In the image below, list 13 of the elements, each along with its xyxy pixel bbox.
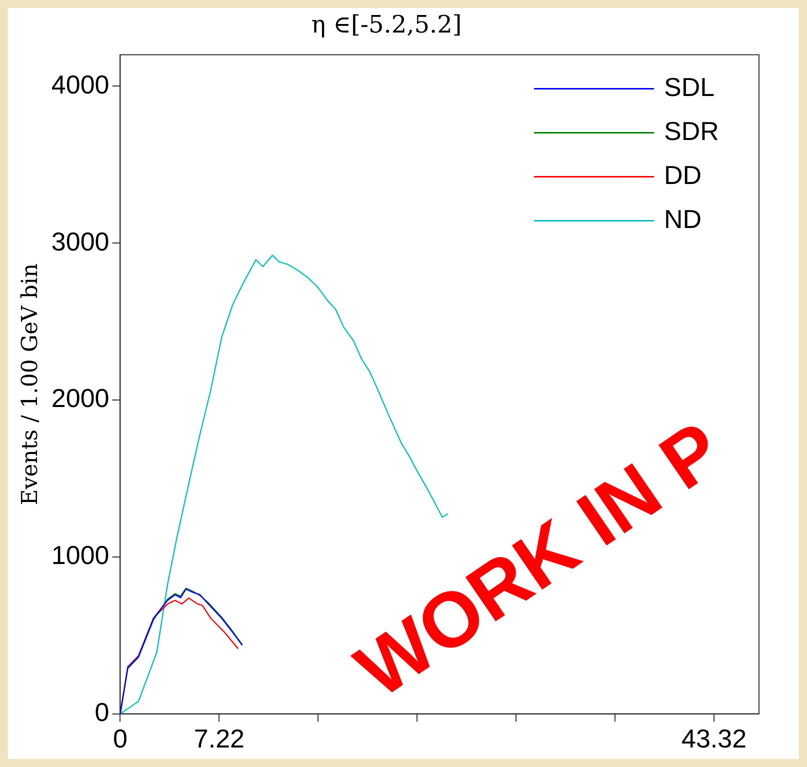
- x-tick-label: 7.22: [194, 724, 245, 754]
- chart-title: η ∈[-5.2,5.2]: [311, 10, 462, 39]
- x-tick-label: 43.32: [682, 724, 747, 754]
- y-tick-label: 0: [94, 696, 110, 727]
- y-tick-label: 1000: [51, 540, 110, 570]
- y-tick-label: 2000: [51, 383, 110, 414]
- legend-label: SDR: [664, 116, 719, 146]
- legend-label: DD: [664, 160, 702, 190]
- y-tick-label: 4000: [51, 69, 110, 100]
- y-tick-label: 3000: [51, 226, 110, 256]
- y-axis-title: Events / 1.00 GeV bin: [18, 263, 43, 506]
- legend-label: ND: [664, 204, 702, 234]
- legend-label: SDL: [664, 72, 715, 102]
